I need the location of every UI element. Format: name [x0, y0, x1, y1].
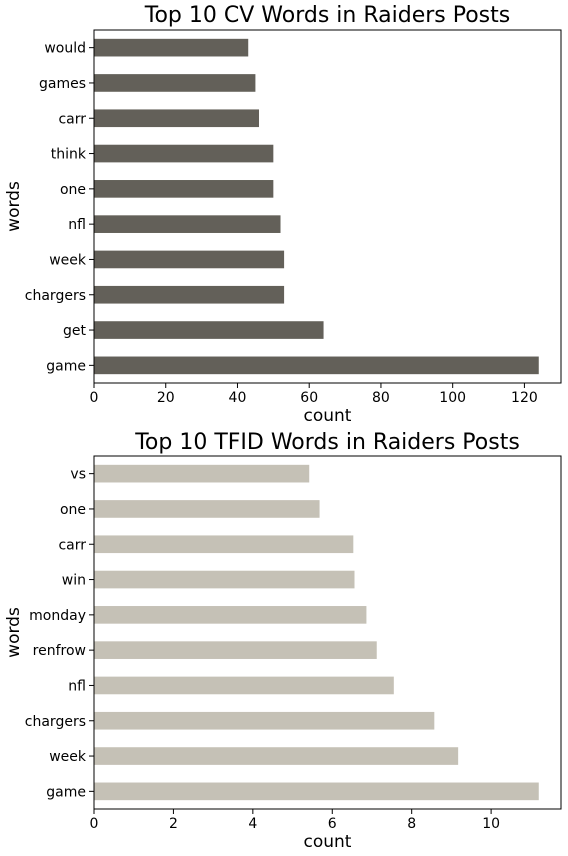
tfid-bar-renfrow — [94, 641, 377, 659]
cv-bar-one — [94, 180, 274, 198]
tfid-bar-monday — [94, 606, 367, 624]
cv-x-tick-label: 60 — [300, 390, 318, 406]
tfid-plot-frame — [93, 455, 562, 810]
cv-y-tick-label: chargers — [25, 288, 86, 304]
cv-bar-carr — [94, 109, 259, 128]
tfid-words-chart: Top 10 TFID Words in Raiders Posts vs one c… — [4, 430, 562, 852]
cv-bar-nfl — [94, 215, 281, 233]
cv-bar-would — [94, 38, 249, 57]
tfid-bar-win — [94, 570, 355, 589]
tfid-y-tick-label: vs — [70, 467, 86, 483]
cv-bar-game — [94, 356, 539, 375]
tfid-x-tick-label: 0 — [90, 816, 99, 832]
tfid-x-tick-label: 4 — [248, 816, 257, 832]
tfid-bar-chargers — [94, 711, 435, 730]
tfid-bar-week — [94, 747, 459, 765]
cv-x-tick-label: 120 — [511, 390, 538, 406]
tfid-y-tick-label: monday — [29, 608, 86, 624]
cv-bar-chargers — [94, 285, 285, 304]
tfid-chart-title: Top 10 TFID Words in Raiders Posts — [134, 430, 520, 455]
tfid-bar-vs — [94, 464, 310, 483]
cv-x-tick-label: 80 — [372, 390, 390, 406]
tfid-bar-carr — [94, 535, 354, 554]
tfid-y-axis-label: words — [4, 607, 24, 658]
tfid-y-tick-label: chargers — [25, 714, 86, 730]
tfid-y-tick-label: nfl — [68, 678, 86, 694]
cv-y-tick-label: would — [44, 41, 86, 57]
cv-y-tick-label: carr — [58, 111, 86, 127]
tfid-y-tick-label: week — [49, 749, 87, 765]
cv-y-tick-label: think — [51, 147, 87, 163]
tfid-y-tick-label: win — [62, 573, 86, 589]
tfid-y-tick-label: renfrow — [33, 643, 86, 659]
tfid-x-tick-label: 6 — [328, 816, 337, 832]
cv-plot-frame — [93, 29, 562, 384]
tfid-x-axis-label: count — [304, 832, 352, 852]
cv-y-tick-label: game — [46, 358, 86, 374]
cv-y-tick-label: games — [39, 76, 86, 92]
cv-x-tick-label: 20 — [157, 390, 175, 406]
tfid-bar-game — [94, 782, 539, 801]
cv-chart-title: Top 10 CV Words in Raiders Posts — [144, 3, 510, 28]
cv-x-tick-label: 100 — [439, 390, 466, 406]
cv-y-tick-label: get — [63, 323, 87, 339]
cv-y-axis-label: words — [4, 181, 24, 232]
cv-bar-get — [94, 321, 324, 339]
tfid-bar-nfl — [94, 676, 394, 695]
cv-y-tick-label: week — [49, 252, 87, 268]
cv-x-tick-label: 0 — [90, 390, 99, 406]
tfid-y-tick-label: carr — [58, 537, 86, 553]
cv-bar-week — [94, 250, 285, 269]
cv-y-tick-label: nfl — [68, 217, 86, 233]
tfid-x-tick-label: 8 — [407, 816, 416, 832]
tfid-x-tick-label: 10 — [482, 816, 500, 832]
tfid-y-tick-label: game — [46, 784, 86, 800]
cv-bar-think — [94, 144, 274, 163]
cv-words-chart: Top 10 CV Words in Raiders Posts would gam… — [4, 3, 562, 426]
cv-y-tick-label: one — [60, 182, 86, 198]
cv-x-axis-label: count — [304, 406, 352, 426]
cv-bar-games — [94, 74, 256, 92]
tfid-bar-one — [94, 500, 320, 518]
cv-x-tick-label: 40 — [229, 390, 247, 406]
tfid-x-tick-label: 2 — [169, 816, 178, 832]
tfid-y-tick-label: one — [60, 502, 86, 518]
